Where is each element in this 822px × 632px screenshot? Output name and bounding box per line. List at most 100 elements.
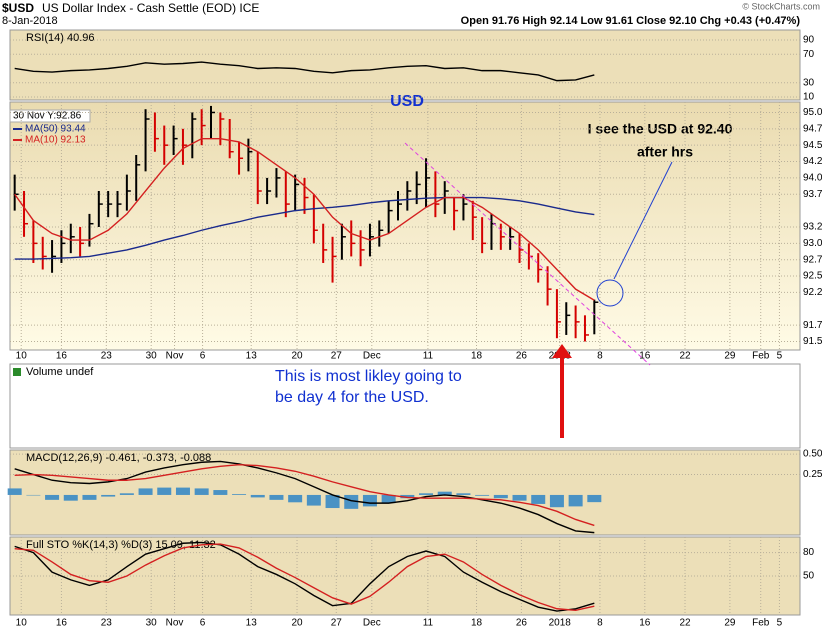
volume-icon bbox=[13, 368, 21, 376]
x-tick-label: 30 bbox=[146, 618, 158, 629]
series-line bbox=[14, 543, 595, 612]
histogram-bar bbox=[250, 494, 265, 498]
histogram-bar bbox=[63, 494, 78, 501]
histogram-bar bbox=[232, 494, 247, 495]
panel-title: MACD(12,26,9) -0.461, -0.373, -0.088 bbox=[26, 452, 211, 464]
x-tick-label: 13 bbox=[246, 351, 258, 362]
volume-label: Volume undef bbox=[26, 366, 94, 378]
histogram-bar bbox=[381, 494, 396, 504]
histogram-bar bbox=[493, 494, 508, 499]
x-tick-label: 5 bbox=[777, 618, 783, 629]
target-circle bbox=[596, 279, 624, 307]
y-tick-label: 94.5 bbox=[803, 140, 822, 151]
y-tick-label: 94.7 bbox=[803, 123, 822, 134]
x-tick-label: 27 bbox=[331, 351, 343, 362]
x-tick-label: 6 bbox=[200, 351, 206, 362]
pointer-line bbox=[613, 161, 673, 280]
y-tick-label: 70 bbox=[803, 49, 815, 60]
series-line bbox=[14, 196, 595, 260]
sto-panel bbox=[9, 536, 801, 616]
histogram-bar bbox=[138, 488, 153, 495]
x-tick-label: 29 bbox=[724, 618, 736, 629]
price-panel bbox=[9, 101, 801, 351]
volume-panel bbox=[9, 363, 801, 449]
x-tick-label: Dec bbox=[363, 618, 381, 629]
y-tick-label: 93.7 bbox=[803, 189, 822, 200]
x-tick-label: 8 bbox=[597, 351, 603, 362]
x-tick-label: 10 bbox=[16, 351, 28, 362]
y-tick-label: 92.7 bbox=[803, 254, 822, 265]
arrow-head bbox=[552, 344, 572, 358]
histogram-bar bbox=[344, 494, 359, 509]
price-title: USD bbox=[390, 93, 424, 110]
x-tick-label: 8 bbox=[597, 618, 603, 629]
y-tick-label: 0.25 bbox=[803, 469, 822, 480]
histogram-bar bbox=[325, 494, 340, 509]
x-tick-label: Nov bbox=[166, 351, 184, 362]
x-tick-label: Feb bbox=[752, 618, 770, 629]
histogram-bar bbox=[400, 494, 415, 499]
x-tick-label: 6 bbox=[200, 618, 206, 629]
legend-box bbox=[9, 109, 91, 123]
x-tick-label: 2018 bbox=[549, 618, 572, 629]
x-tick-label: 10 bbox=[16, 618, 28, 629]
x-tick-label: 30 bbox=[146, 351, 158, 362]
y-tick-label: 92.2 bbox=[803, 287, 822, 298]
y-tick-label: 50 bbox=[803, 571, 815, 582]
histogram-bar bbox=[362, 494, 377, 507]
series-line bbox=[14, 137, 595, 301]
x-tick-label: 16 bbox=[56, 351, 68, 362]
y-tick-label: 0.50 bbox=[803, 449, 822, 460]
x-tick-label: 16 bbox=[639, 351, 651, 362]
histogram-bar bbox=[7, 488, 22, 495]
histogram-bar bbox=[288, 494, 303, 503]
x-tick-label: 26 bbox=[516, 351, 528, 362]
y-tick-label: 91.7 bbox=[803, 320, 822, 331]
note: This is most likley going to bbox=[275, 368, 462, 385]
note: be day 4 for the USD. bbox=[275, 389, 429, 406]
histogram-bar bbox=[587, 494, 602, 503]
histogram-bar bbox=[531, 494, 546, 504]
histogram-bar bbox=[175, 487, 190, 495]
y-tick-label: 93.0 bbox=[803, 238, 822, 249]
x-tick-label: 5 bbox=[777, 351, 783, 362]
x-tick-label: Dec bbox=[363, 351, 381, 362]
x-tick-label: 20 bbox=[291, 618, 303, 629]
histogram-bar bbox=[512, 494, 527, 501]
y-tick-label: 93.2 bbox=[803, 222, 822, 233]
histogram-bar bbox=[45, 494, 60, 500]
date: 8-Jan-2018 bbox=[2, 15, 58, 27]
series-line bbox=[14, 541, 595, 612]
x-tick-label: Nov bbox=[166, 618, 184, 629]
series-line bbox=[14, 460, 595, 534]
legend-box-text: 30 Nov Y:92.86 bbox=[13, 111, 82, 122]
histogram-bar bbox=[456, 493, 471, 495]
annotation: I see the USD at 92.40 bbox=[588, 121, 733, 137]
y-tick-label: 95.0 bbox=[803, 107, 822, 118]
histogram-bar bbox=[549, 494, 564, 508]
histogram-bar bbox=[269, 494, 284, 500]
symbol: $USD bbox=[2, 1, 34, 15]
x-tick-label: 18 bbox=[471, 351, 483, 362]
histogram-bar bbox=[213, 490, 228, 495]
x-tick-label: 13 bbox=[246, 618, 258, 629]
instrument-name: US Dollar Index - Cash Settle (EOD) ICE bbox=[42, 1, 259, 15]
x-tick-label: 26 bbox=[516, 618, 528, 629]
histogram-bar bbox=[419, 493, 434, 495]
histogram-bar bbox=[101, 494, 116, 497]
plots: 95.0 94.7 94.5 94.2 94.0 93.7 93.2 93.0 92.7 92.5… bbox=[7, 32, 822, 629]
histogram-bar bbox=[82, 494, 97, 500]
y-tick-label: 30 bbox=[803, 77, 815, 88]
x-tick-label: 16 bbox=[639, 618, 651, 629]
y-tick-label: 10 bbox=[803, 92, 815, 103]
y-tick-label: 92.5 bbox=[803, 271, 822, 282]
x-tick-label: 20 bbox=[291, 351, 303, 362]
histogram-bar bbox=[26, 494, 41, 496]
legend-entry: MA(10) 92.13 bbox=[25, 135, 86, 146]
histogram-bar bbox=[194, 488, 209, 495]
x-tick-label: 23 bbox=[101, 618, 113, 629]
histogram-bar bbox=[306, 494, 321, 506]
histogram-bar bbox=[157, 487, 172, 495]
y-tick-label: 91.5 bbox=[803, 336, 822, 347]
y-tick-label: 90 bbox=[803, 35, 815, 46]
